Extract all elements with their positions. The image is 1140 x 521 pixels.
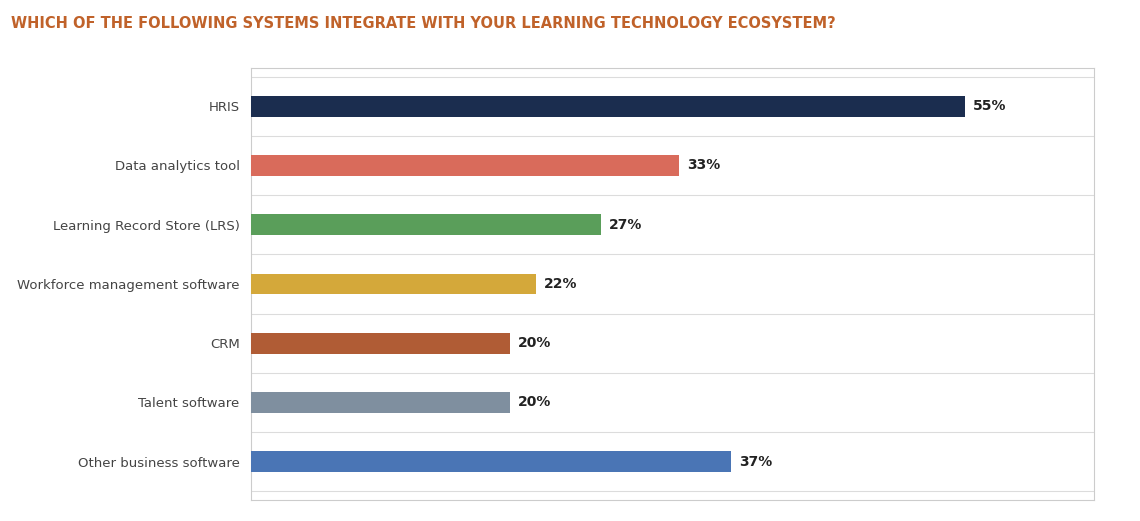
Bar — [251, 392, 511, 413]
Bar — [251, 214, 601, 235]
Text: 33%: 33% — [687, 158, 720, 172]
Bar — [251, 451, 731, 472]
Text: WHICH OF THE FOLLOWING SYSTEMS INTEGRATE WITH YOUR LEARNING TECHNOLOGY ECOSYSTEM: WHICH OF THE FOLLOWING SYSTEMS INTEGRATE… — [11, 16, 836, 31]
Text: 27%: 27% — [609, 218, 642, 232]
Bar — [251, 96, 964, 117]
Text: 37%: 37% — [739, 455, 772, 469]
Text: 55%: 55% — [972, 99, 1005, 113]
Text: 20%: 20% — [519, 336, 552, 350]
Text: 20%: 20% — [519, 395, 552, 410]
Bar — [251, 155, 679, 176]
Text: 22%: 22% — [544, 277, 578, 291]
Bar — [251, 333, 511, 354]
Bar — [251, 274, 536, 294]
